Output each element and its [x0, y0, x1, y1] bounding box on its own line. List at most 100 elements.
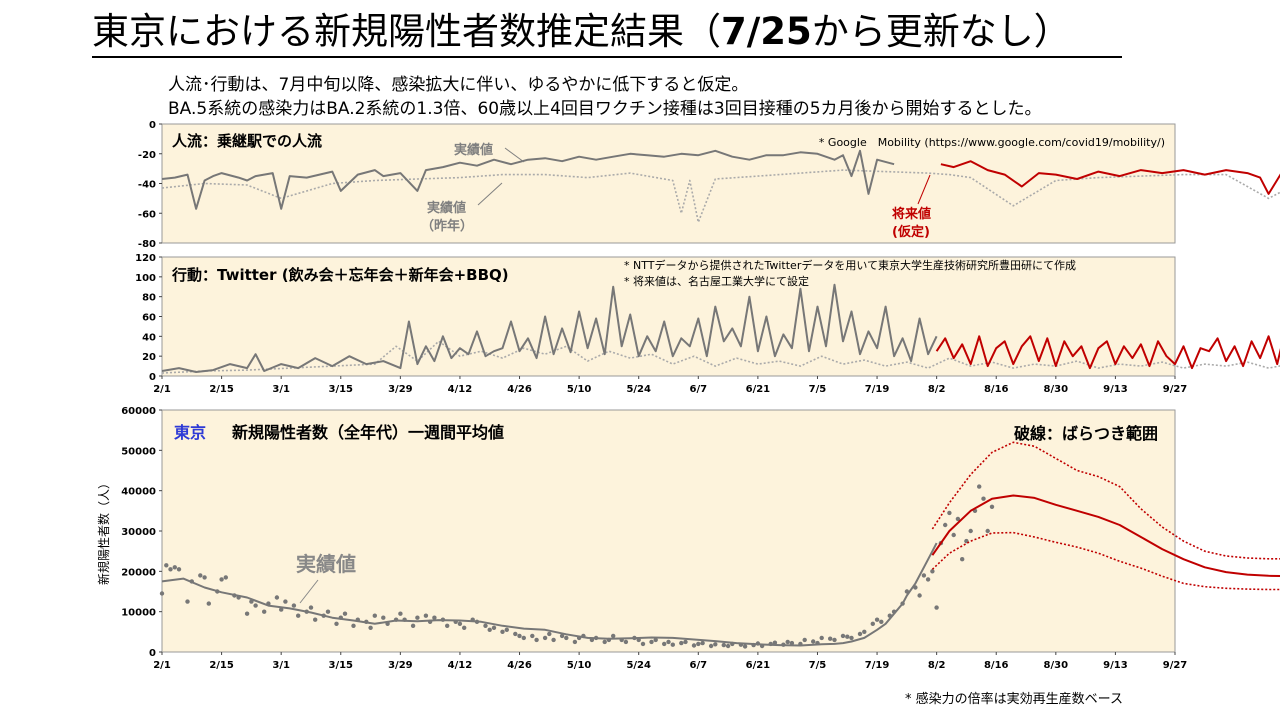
- cases-daily-point: [845, 634, 850, 639]
- cases-daily-point: [410, 623, 416, 628]
- mobility-ytick: -80: [138, 239, 156, 250]
- cases-daily-point: [947, 510, 952, 516]
- cases-daily-point: [164, 563, 169, 568]
- cases-daily-point: [423, 613, 429, 618]
- cases-daily-point: [206, 601, 211, 606]
- mobility-ytick: -40: [138, 180, 156, 191]
- cases-daily-point: [989, 504, 995, 509]
- twitter-xtick: 2/1: [153, 384, 171, 395]
- mobility-label-actual: 実績値: [454, 142, 493, 158]
- cases-daily-point: [640, 641, 646, 647]
- cases-daily-point: [521, 635, 526, 641]
- cases-xtick: 3/15: [328, 660, 353, 671]
- mobility-ytick: 0: [149, 120, 156, 131]
- twitter-ytick: 60: [142, 313, 156, 324]
- twitter-xtick: 2/15: [209, 384, 234, 395]
- cases-daily-point: [951, 532, 956, 538]
- twitter-xtick: 7/19: [865, 384, 890, 395]
- cases-daily-point: [789, 640, 795, 646]
- twitter-ytick: 80: [142, 293, 156, 304]
- cases-daily-point: [445, 623, 450, 628]
- mobility-actual-line: [161, 149, 895, 210]
- cases-daily-point: [291, 603, 297, 608]
- cases-daily-point: [683, 639, 688, 645]
- cases-daily-point: [662, 641, 667, 647]
- cases-xtick: 9/13: [1103, 660, 1128, 671]
- cases-daily-point: [700, 640, 705, 646]
- cases-daily-point: [708, 643, 714, 649]
- cases-daily-point: [811, 639, 816, 644]
- cases-daily-point: [666, 639, 671, 645]
- cases-daily-point: [534, 637, 539, 643]
- cases-daily-point: [279, 607, 284, 612]
- cases-daily-point: [602, 639, 607, 645]
- mobility-title: 人流：乗継駅での人流: [172, 132, 322, 150]
- cases-ytick: 20000: [121, 567, 156, 578]
- cases-daily-point: [840, 633, 846, 639]
- twitter-ytick: 120: [135, 253, 156, 264]
- mobility-label-prev-pointer: [477, 182, 503, 206]
- cases-upper-line: [931, 441, 1280, 560]
- cases-daily-point: [381, 615, 386, 620]
- footnote: * 感染力の倍率は実効再生産数ベース: [905, 692, 1123, 707]
- cases-xtick: 8/16: [984, 660, 1009, 671]
- cases-ytick: 60000: [121, 406, 156, 417]
- cases-daily-point: [491, 625, 497, 630]
- cases-daily-point: [564, 635, 569, 641]
- cases-daily-point: [879, 619, 884, 624]
- twitter-xtick: 4/12: [448, 384, 473, 395]
- cases-daily-point: [253, 603, 258, 608]
- twitter-actual-line: [161, 283, 938, 373]
- cases-title: 新規陽性者数（全年代）一週間平均値: [232, 423, 504, 442]
- twitter-xtick: 5/24: [626, 384, 651, 395]
- twitter-xtick: 3/1: [272, 384, 290, 395]
- twitter-xtick: 3/29: [388, 384, 413, 395]
- cases-xtick: 4/26: [507, 660, 532, 671]
- twitter-ytick: 40: [142, 332, 156, 343]
- cases-daily-point: [483, 623, 488, 628]
- twitter-xtick: 7/5: [809, 384, 827, 395]
- cases-daily-point: [721, 642, 726, 648]
- page-title: 東京における新規陽性者数推定結果（7/25から更新なし）: [92, 8, 1122, 58]
- cases-xtick: 2/1: [153, 660, 171, 671]
- cases-daily-point: [487, 627, 492, 632]
- cases-daily-point: [202, 575, 207, 580]
- mobility-label-actual-pointer: [504, 147, 525, 163]
- cases-daily-point: [325, 609, 331, 614]
- twitter-xtick: 9/13: [1103, 384, 1128, 395]
- cases-daily-point: [670, 642, 675, 647]
- cases-xtick: 6/7: [690, 660, 708, 671]
- cases-daily-point: [917, 593, 922, 598]
- cases-daily-point: [274, 595, 280, 600]
- cases-daily-point: [176, 567, 182, 572]
- cases-daily-point: [623, 639, 629, 645]
- subtitle-2: BA.5系統の感染力はBA.2系統の1.3倍、60歳以上4回目ワクチン接種は3回…: [168, 99, 1042, 119]
- cases-daily-point: [981, 496, 986, 501]
- cases-daily-point: [943, 522, 948, 528]
- mobility-note: * Google Mobility (https://www.google.co…: [819, 136, 1165, 149]
- cases-xtick: 8/2: [928, 660, 946, 671]
- twitter-ytick: 100: [135, 273, 156, 284]
- cases-daily-point: [542, 635, 548, 641]
- cases-xtick: 4/12: [448, 660, 473, 671]
- twitter-xtick: 8/2: [928, 384, 946, 395]
- cases-actual-line: [161, 542, 938, 647]
- cases-daily-point: [219, 577, 224, 582]
- cases-daily-point: [308, 605, 314, 610]
- cases-daily-point: [679, 640, 684, 646]
- cases-xtick: 5/24: [626, 660, 651, 671]
- cases-xtick: 7/5: [809, 660, 827, 671]
- cases-daily-point: [457, 621, 463, 626]
- cases-daily-point: [802, 637, 807, 643]
- cases-daily-point: [432, 615, 437, 620]
- cases-daily-point: [955, 516, 961, 522]
- cases-label-actual-pointer: [299, 579, 319, 604]
- cases-daily-point: [198, 573, 203, 578]
- cases-daily-point: [559, 633, 565, 639]
- cases-daily-point: [968, 528, 973, 534]
- cases-daily-point: [611, 633, 616, 639]
- mobility-label-prev-2: （昨年）: [421, 218, 473, 234]
- cases-daily-point: [874, 617, 880, 622]
- cases-daily-point: [828, 636, 833, 641]
